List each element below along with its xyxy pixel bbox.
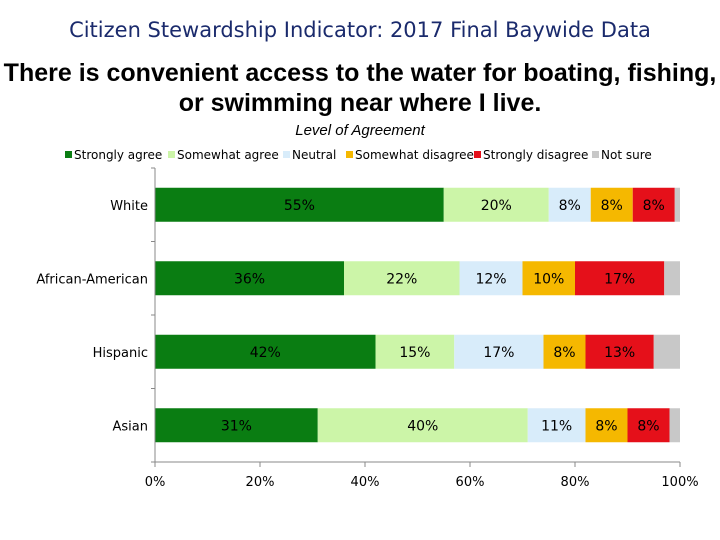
legend-label: Strongly agree bbox=[74, 148, 162, 162]
bar-segment-somewhat-agree bbox=[375, 334, 455, 369]
bar-segment-neutral bbox=[459, 261, 523, 296]
legend-item-strongly-disagree: Strongly disagree bbox=[474, 148, 588, 162]
bar-row-asian: Asian 31% 40% 11% 8% 8% bbox=[113, 408, 680, 443]
data-label: 8% bbox=[559, 198, 581, 214]
bar-segment-neutral bbox=[454, 334, 544, 369]
data-label: 10% bbox=[533, 271, 564, 287]
bar-segment-strongly-disagree bbox=[627, 408, 670, 443]
x-tick-label: 0% bbox=[145, 475, 166, 490]
bar-segment-strongly-agree bbox=[155, 261, 344, 296]
bar-row-white: White 55% 20% 8% 8% 8% bbox=[110, 187, 680, 222]
bar-segment-strongly-disagree bbox=[575, 261, 665, 296]
bar-segment-neutral bbox=[527, 408, 586, 443]
bar-segment-not-sure bbox=[664, 261, 680, 296]
page-title: Citizen Stewardship Indicator: 2017 Fina… bbox=[69, 18, 651, 42]
legend-item-somewhat-disagree: Somewhat disagree bbox=[346, 148, 474, 162]
bar-segment-strongly-disagree bbox=[585, 334, 654, 369]
bar-segment-not-sure bbox=[669, 408, 680, 443]
data-label: 15% bbox=[399, 345, 430, 361]
bar-segment-strongly-agree bbox=[155, 334, 376, 369]
bars: White 55% 20% 8% 8% 8% African-American 36% 22% 1… bbox=[36, 187, 680, 443]
x-tick-label: 80% bbox=[561, 475, 590, 490]
legend-item-strongly-agree: Strongly agree bbox=[65, 148, 162, 162]
data-label: 22% bbox=[386, 271, 417, 287]
data-label: 11% bbox=[541, 418, 572, 434]
x-tick-label: 20% bbox=[246, 475, 275, 490]
x-tick-label: 60% bbox=[456, 475, 485, 490]
category-label: White bbox=[110, 199, 148, 214]
category-label: Hispanic bbox=[93, 346, 148, 361]
data-label: 31% bbox=[221, 418, 252, 434]
legend-label: Neutral bbox=[292, 148, 336, 162]
bar-segment-somewhat-agree bbox=[317, 408, 528, 443]
category-label: African-American bbox=[36, 272, 148, 287]
legend-title: Level of Agreement bbox=[295, 122, 425, 139]
bar-segment-neutral bbox=[548, 187, 591, 222]
bar-row-hispanic: Hispanic 42% 15% 17% 8% 13% bbox=[93, 334, 680, 369]
x-tick-label: 40% bbox=[351, 475, 380, 490]
chart-title: There is convenient access to the water … bbox=[3, 59, 717, 117]
legend-label: Somewhat disagree bbox=[355, 148, 474, 162]
bar-segment-not-sure bbox=[653, 334, 680, 369]
bar-segment-somewhat-disagree bbox=[543, 334, 586, 369]
data-label: 40% bbox=[407, 418, 438, 434]
legend-swatch bbox=[168, 151, 175, 158]
data-label: 12% bbox=[475, 271, 506, 287]
x-tick-label: 100% bbox=[661, 475, 698, 490]
category-label: Asian bbox=[113, 419, 148, 434]
data-label: 8% bbox=[595, 418, 617, 434]
data-label: 8% bbox=[637, 418, 659, 434]
legend-item-neutral: Neutral bbox=[283, 148, 336, 162]
legend-label: Not sure bbox=[601, 148, 652, 162]
data-label: 17% bbox=[604, 271, 635, 287]
legend-item-somewhat-agree: Somewhat agree bbox=[168, 148, 279, 162]
bar-segment-somewhat-agree bbox=[443, 187, 549, 222]
axes: 0% 20% 40% 60% 80% 100% bbox=[145, 167, 699, 490]
data-label: 42% bbox=[250, 345, 281, 361]
bar-segment-somewhat-disagree bbox=[590, 187, 633, 222]
bar-segment-not-sure bbox=[674, 187, 680, 222]
bar-segment-somewhat-agree bbox=[344, 261, 460, 296]
data-label: 17% bbox=[483, 345, 514, 361]
data-label: 13% bbox=[604, 345, 635, 361]
bar-segment-strongly-agree bbox=[155, 408, 318, 443]
legend-swatch bbox=[592, 151, 599, 158]
legend-swatch bbox=[283, 151, 290, 158]
data-label: 8% bbox=[601, 198, 623, 214]
data-label: 8% bbox=[553, 345, 575, 361]
legend-swatch bbox=[346, 151, 353, 158]
data-label: 36% bbox=[234, 271, 265, 287]
data-label: 55% bbox=[284, 198, 315, 214]
bar-segment-strongly-agree bbox=[155, 187, 444, 222]
bar-row-african-american: African-American 36% 22% 12% 10% 17% bbox=[36, 261, 680, 296]
data-label: 8% bbox=[643, 198, 665, 214]
bar-segment-strongly-disagree bbox=[632, 187, 675, 222]
data-label: 20% bbox=[481, 198, 512, 214]
bar-segment-somewhat-disagree bbox=[585, 408, 628, 443]
legend-label: Somewhat agree bbox=[177, 148, 279, 162]
legend-swatch bbox=[474, 151, 481, 158]
legend-item-not-sure: Not sure bbox=[592, 148, 652, 162]
legend: Strongly agree Somewhat agree Neutral Somew… bbox=[65, 148, 652, 162]
legend-swatch bbox=[65, 151, 72, 158]
bar-segment-somewhat-disagree bbox=[522, 261, 575, 296]
legend-label: Strongly disagree bbox=[483, 148, 588, 162]
